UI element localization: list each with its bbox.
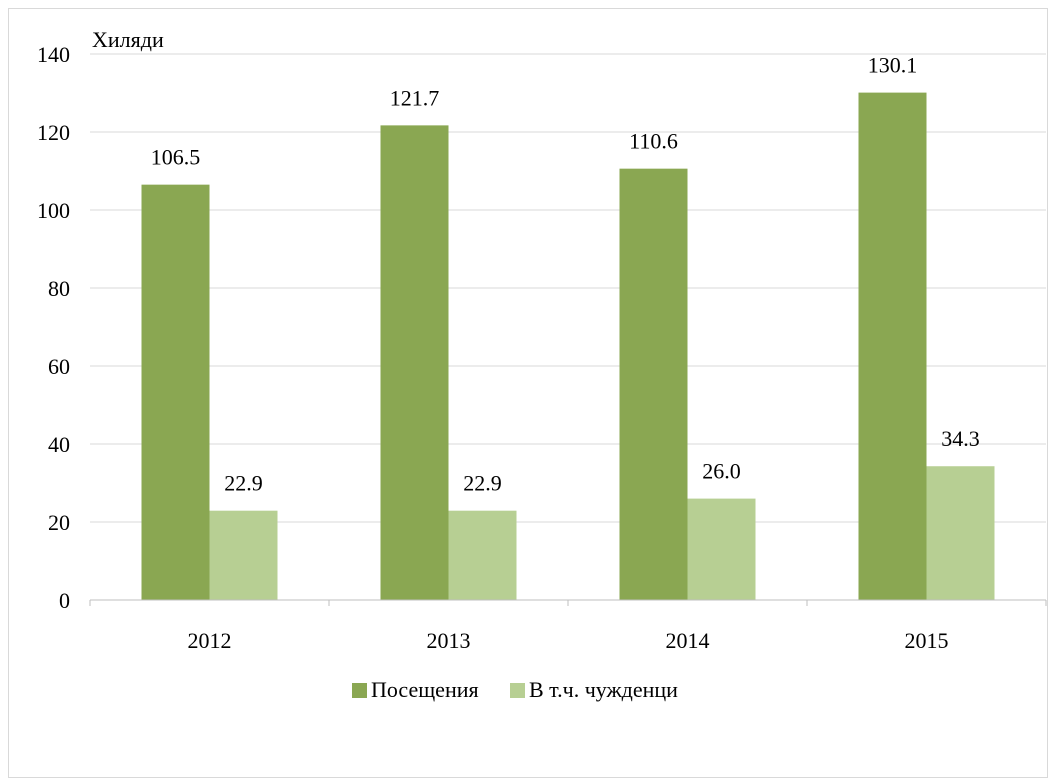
y-tick-label: 100 — [37, 198, 70, 223]
legend-swatch — [510, 683, 525, 698]
y-tick-label: 120 — [37, 120, 70, 145]
data-label: 106.5 — [151, 145, 201, 170]
y-tick-label: 40 — [48, 432, 70, 457]
data-labels: 106.5 22.9 121.7 22.9 110.6 26.0 130.1 34.3 — [151, 53, 980, 496]
x-tick-label: 2012 — [188, 628, 232, 653]
y-tick-label: 140 — [37, 42, 70, 67]
bar-foreigners — [448, 510, 517, 600]
y-tick-label: 60 — [48, 354, 70, 379]
legend-label: Посещения — [371, 677, 479, 702]
data-label: 26.0 — [702, 459, 741, 484]
bar-foreigners — [687, 498, 756, 600]
legend-label: В т.ч. чужденци — [529, 677, 678, 702]
data-label: 121.7 — [390, 85, 440, 110]
y-tick-label: 80 — [48, 276, 70, 301]
axes: 0 20 40 60 80 100 120 140 2012 2013 2014 2015 — [37, 42, 1047, 653]
x-tick-label: 2014 — [666, 628, 710, 653]
bar-visits — [619, 168, 688, 600]
bar-foreigners — [926, 466, 995, 600]
bar-visits — [141, 184, 210, 600]
y-tick-label: 20 — [48, 510, 70, 535]
x-tick-label: 2015 — [905, 628, 949, 653]
data-label: 34.3 — [941, 426, 980, 451]
data-label: 130.1 — [868, 53, 918, 78]
data-label: 22.9 — [224, 471, 263, 496]
data-label: 22.9 — [463, 471, 502, 496]
bar-foreigners — [209, 510, 278, 600]
data-label: 110.6 — [629, 129, 678, 154]
bars — [141, 92, 995, 601]
legend: Посещения В т.ч. чужденци — [352, 677, 678, 702]
bar-visits — [380, 125, 449, 601]
legend-swatch — [352, 683, 367, 698]
x-tick-label: 2013 — [427, 628, 471, 653]
bar-visits — [858, 92, 927, 601]
y-axis-title: Хиляди — [92, 27, 164, 52]
y-tick-label: 0 — [59, 588, 70, 613]
